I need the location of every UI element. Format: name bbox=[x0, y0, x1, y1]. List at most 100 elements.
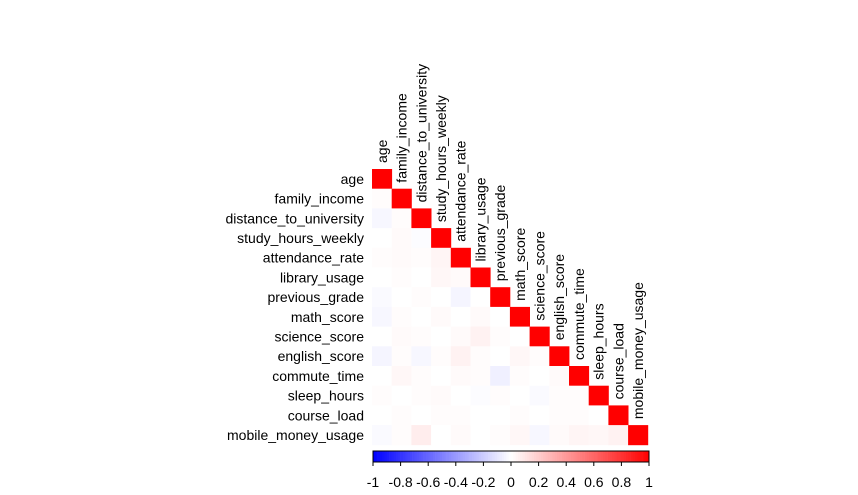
row-label-commute_time: commute_time bbox=[272, 368, 364, 384]
column-label-science_score: science_score bbox=[531, 231, 547, 321]
heatmap-cell-previous_grade-distance_to_university bbox=[411, 287, 432, 308]
heatmap-cell-mobile_money_usage-course_load bbox=[608, 425, 629, 446]
heatmap-cell-library_usage-family_income bbox=[391, 267, 412, 288]
colorbar-tick-label: 0.4 bbox=[556, 474, 576, 490]
heatmap-cell-english_score-previous_grade bbox=[490, 346, 511, 367]
heatmap-cell-english_score-attendance_rate bbox=[450, 346, 471, 367]
colorbar-segment bbox=[469, 451, 473, 462]
colorbar-segment bbox=[391, 451, 394, 462]
heatmap-cell-english_score-study_hours_weekly bbox=[431, 346, 452, 367]
row-label-science_score: science_score bbox=[275, 328, 365, 344]
colorbar-segment bbox=[637, 451, 641, 462]
heatmap-cell-attendance_rate-study_hours_weekly bbox=[431, 247, 452, 268]
heatmap-cell-commute_time-age bbox=[372, 366, 393, 387]
colorbar-segment bbox=[598, 451, 601, 462]
colorbar-segment bbox=[499, 451, 503, 462]
heatmap-cell-course_load-library_usage bbox=[470, 405, 491, 426]
heatmap-cell-science_score-study_hours_weekly bbox=[431, 326, 452, 347]
heatmap-cell-english_score-library_usage bbox=[470, 346, 491, 367]
colorbar-segment bbox=[446, 451, 450, 462]
colorbar-tick-label: 0.8 bbox=[612, 474, 632, 490]
colorbar-segment bbox=[619, 451, 622, 462]
colorbar-segment bbox=[575, 451, 578, 462]
colorbar-segment bbox=[614, 451, 618, 462]
colorbar-segment bbox=[508, 451, 512, 462]
colorbar-tick-label: -0.2 bbox=[471, 474, 495, 490]
colorbar-segment bbox=[416, 451, 420, 462]
heatmap-cell-sleep_hours-math_score bbox=[509, 385, 530, 406]
row-label-sleep_hours: sleep_hours bbox=[288, 388, 364, 404]
colorbar-segment bbox=[398, 451, 401, 462]
colorbar-segment bbox=[612, 451, 615, 462]
row-label-attendance_rate: attendance_rate bbox=[263, 250, 364, 266]
heatmap-cell-math_score-library_usage bbox=[470, 306, 491, 327]
colorbar-segment bbox=[409, 451, 413, 462]
colorbar-segment bbox=[451, 451, 454, 462]
heatmap-cell-distance_to_university-distance_to_university bbox=[411, 208, 432, 229]
heatmap-cell-previous_grade-study_hours_weekly bbox=[431, 287, 452, 308]
heatmap-cell-commute_time-previous_grade bbox=[490, 366, 511, 387]
colorbar-segment bbox=[561, 451, 565, 462]
colorbar-segment bbox=[506, 451, 509, 462]
colorbar-segment bbox=[568, 451, 572, 462]
row-label-age: age bbox=[341, 171, 365, 187]
column-label-english_score: english_score bbox=[551, 254, 567, 341]
heatmap-cell-commute_time-science_score bbox=[529, 366, 550, 387]
colorbar-segment bbox=[552, 451, 555, 462]
colorbar-segment bbox=[481, 451, 484, 462]
colorbar-segment bbox=[425, 451, 429, 462]
heatmap-cell-sleep_hours-family_income bbox=[391, 385, 412, 406]
heatmap-cells bbox=[372, 169, 649, 446]
heatmap-cell-mobile_money_usage-previous_grade bbox=[490, 425, 511, 446]
colorbar-segment bbox=[402, 451, 406, 462]
heatmap-cell-previous_grade-age bbox=[372, 287, 393, 308]
colorbar-segment bbox=[609, 451, 613, 462]
heatmap-cell-course_load-course_load bbox=[608, 405, 629, 426]
colorbar-segment bbox=[621, 451, 624, 462]
heatmap-cell-commute_time-english_score bbox=[549, 366, 570, 387]
colorbar-segment bbox=[474, 451, 477, 462]
colorbar-segment bbox=[607, 451, 611, 462]
colorbar-segment bbox=[632, 451, 636, 462]
colorbar-segment bbox=[437, 451, 440, 462]
colorbar-segment bbox=[407, 451, 411, 462]
heatmap-cell-study_hours_weekly-study_hours_weekly bbox=[431, 228, 452, 249]
row-label-library_usage: library_usage bbox=[280, 269, 364, 285]
column-label-distance_to_university: distance_to_university bbox=[413, 64, 429, 203]
colorbar-segment bbox=[382, 451, 385, 462]
heatmap-cell-english_score-math_score bbox=[509, 346, 530, 367]
heatmap-cell-science_score-library_usage bbox=[470, 326, 491, 347]
heatmap-cell-commute_time-study_hours_weekly bbox=[431, 366, 452, 387]
colorbar-segment bbox=[501, 451, 505, 462]
colorbar-segment bbox=[435, 451, 438, 462]
heatmap-cell-previous_grade-library_usage bbox=[470, 287, 491, 308]
heatmap-cell-mobile_money_usage-library_usage bbox=[470, 425, 491, 446]
colorbar-segment bbox=[616, 451, 620, 462]
heatmap-cell-library_usage-study_hours_weekly bbox=[431, 267, 452, 288]
colorbar-segment bbox=[483, 451, 486, 462]
column-label-age: age bbox=[374, 139, 390, 163]
heatmap-cell-math_score-math_score bbox=[509, 306, 530, 327]
colorbar-segment bbox=[623, 451, 627, 462]
colorbar-segment bbox=[573, 451, 576, 462]
colorbar-segment bbox=[522, 451, 526, 462]
heatmap-cell-commute_time-commute_time bbox=[569, 366, 590, 387]
colorbar-segment bbox=[414, 451, 417, 462]
colorbar-segment bbox=[644, 451, 647, 462]
colorbar-segment bbox=[375, 451, 378, 462]
heatmap-cell-course_load-science_score bbox=[529, 405, 550, 426]
colorbar-segment bbox=[439, 451, 443, 462]
colorbar-segment bbox=[524, 451, 528, 462]
heatmap-cell-science_score-family_income bbox=[391, 326, 412, 347]
heatmap-cell-english_score-distance_to_university bbox=[411, 346, 432, 367]
heatmap-cell-course_load-attendance_rate bbox=[450, 405, 471, 426]
heatmap-cell-mobile_money_usage-commute_time bbox=[569, 425, 590, 446]
heatmap-cell-library_usage-age bbox=[372, 267, 393, 288]
colorbar-segment bbox=[488, 451, 491, 462]
heatmap-cell-study_hours_weekly-age bbox=[372, 228, 393, 249]
colorbar-segment bbox=[557, 451, 560, 462]
row-labels: age family_income distance_to_universityst… bbox=[225, 171, 364, 443]
colorbar-segment bbox=[453, 451, 457, 462]
colorbar-segment bbox=[400, 451, 404, 462]
colorbar-segment bbox=[635, 451, 638, 462]
